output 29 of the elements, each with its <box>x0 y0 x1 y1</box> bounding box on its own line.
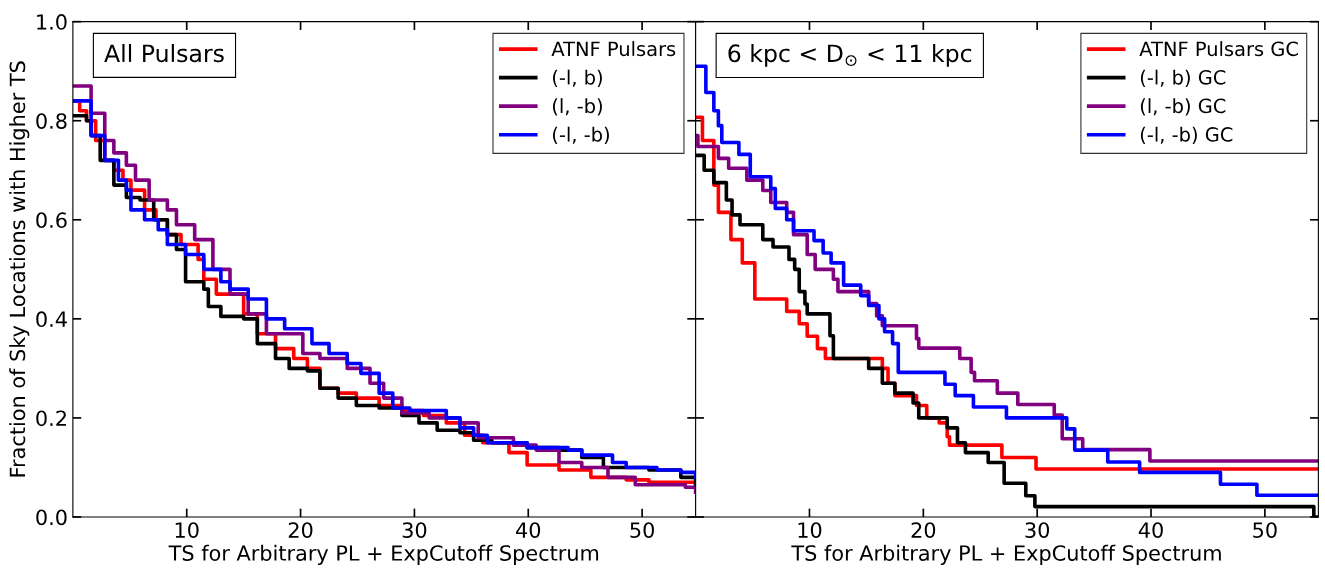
x-tick-label: 20 <box>911 522 936 538</box>
x-tick-label: 10 <box>798 522 822 538</box>
annotation: 6 kpc < D$_{⊙}$ < 11 kpc <box>728 43 972 67</box>
x-axis-title: TS for Arbitrary PL + ExpCutoff Spectrum <box>168 544 599 565</box>
legend-label: (-l, b) GC <box>1140 69 1226 87</box>
annotation: All Pulsars <box>104 43 224 63</box>
x-tick-label: 20 <box>288 522 313 538</box>
x-tick-label: 40 <box>1138 522 1163 538</box>
x-tick-label: 50 <box>1253 522 1277 538</box>
legend-label: ATNF Pulsars GC <box>1139 41 1298 57</box>
y-axis-title: Fraction of Sky Locations with Higher TS <box>9 61 30 477</box>
y-tick-label: 0.0 <box>36 509 67 526</box>
legend-label: (-l, b) <box>552 69 602 87</box>
legend-label: (-l, -b) GC <box>1140 126 1233 145</box>
x-tick-label: 30 <box>1025 522 1050 538</box>
x-tick-label: 50 <box>630 522 654 538</box>
legend-label: (l, -b) <box>552 98 602 116</box>
x-axis-title: TS for Arbitrary PL + ExpCutoff Spectrum <box>791 544 1221 565</box>
legend-label: (l, -b) GC <box>1140 98 1226 116</box>
x-tick-label: 40 <box>516 522 541 538</box>
y-tick-label: 0.6 <box>36 212 67 228</box>
x-tick-label: 10 <box>175 522 199 538</box>
legend-label: ATNF Pulsars <box>551 41 676 57</box>
x-tick-label: 30 <box>402 522 427 538</box>
y-tick-label: 1.0 <box>37 14 67 30</box>
legend-label: (-l, -b) <box>552 126 609 145</box>
y-tick-label: 0.4 <box>36 311 67 328</box>
y-tick-label: 0.2 <box>36 410 66 427</box>
y-tick-label: 0.8 <box>36 113 67 129</box>
